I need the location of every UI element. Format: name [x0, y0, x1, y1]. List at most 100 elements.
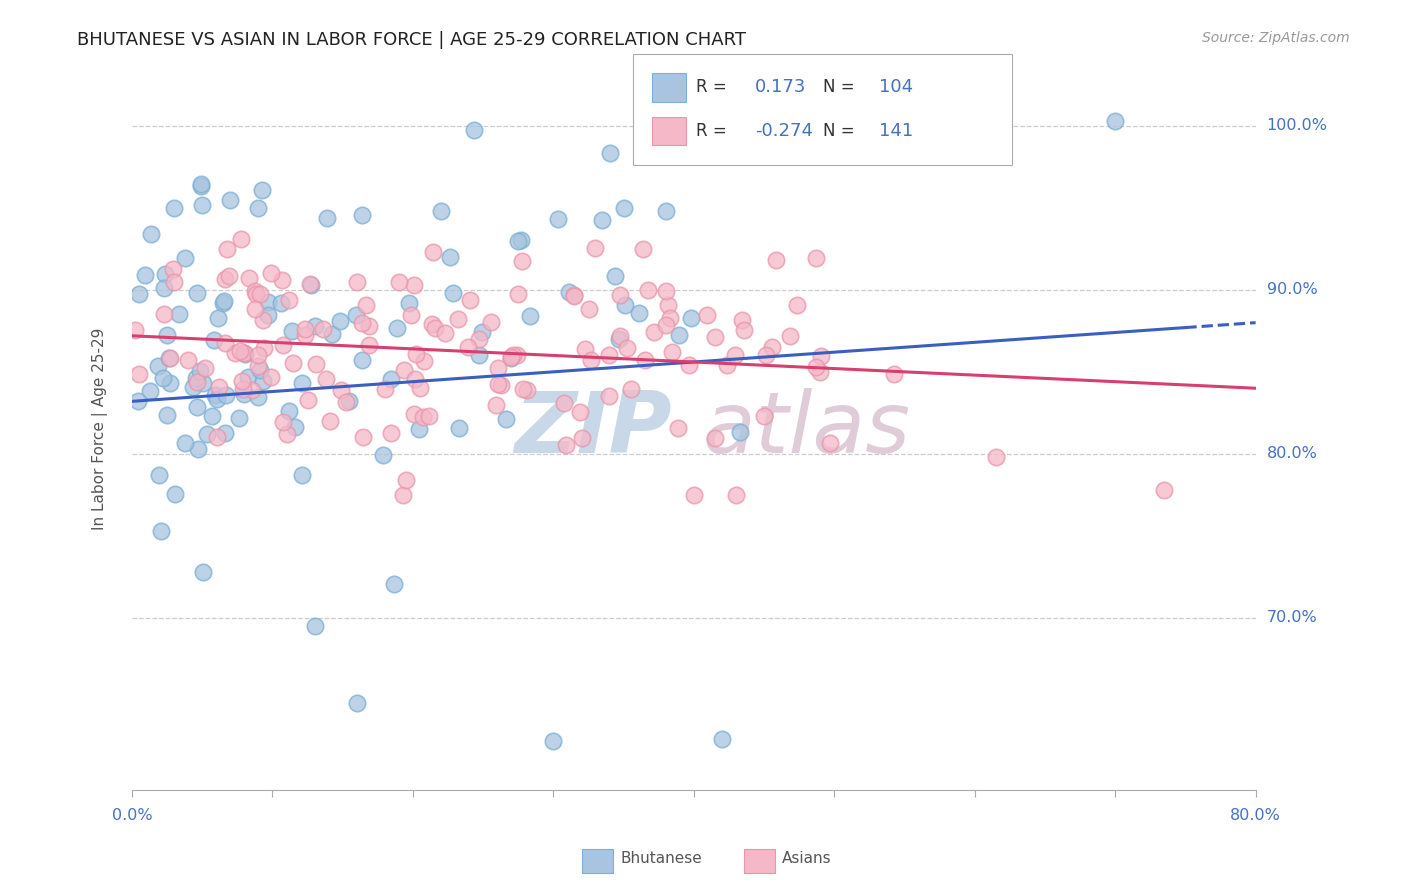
- Point: [294, 328, 316, 343]
- Point: [808, 365, 831, 379]
- Point: [402, 408, 425, 422]
- Point: [1104, 114, 1126, 128]
- Text: 0.0%: 0.0%: [111, 808, 152, 823]
- Point: [350, 353, 373, 368]
- Point: [399, 308, 422, 322]
- Point: [804, 360, 827, 375]
- Point: [247, 348, 270, 362]
- Point: [382, 577, 405, 591]
- Point: [337, 393, 360, 408]
- Point: [502, 348, 524, 362]
- Point: [270, 295, 292, 310]
- Point: [214, 271, 236, 285]
- Point: [124, 323, 146, 337]
- Point: [516, 384, 538, 398]
- Point: [205, 430, 228, 444]
- Point: [683, 488, 706, 502]
- Point: [724, 348, 747, 362]
- Point: [231, 232, 253, 246]
- Point: [252, 374, 274, 388]
- Point: [357, 338, 380, 352]
- Point: [250, 183, 273, 197]
- Point: [127, 394, 149, 409]
- Point: [218, 268, 240, 283]
- Point: [627, 306, 650, 320]
- Text: -0.274: -0.274: [755, 122, 813, 140]
- Point: [157, 351, 180, 366]
- Point: [620, 382, 643, 396]
- Point: [430, 204, 453, 219]
- Point: [558, 285, 581, 299]
- Point: [233, 345, 256, 359]
- Point: [149, 524, 172, 538]
- Point: [599, 145, 621, 160]
- Point: [486, 360, 509, 375]
- Point: [352, 316, 374, 330]
- Point: [181, 380, 204, 394]
- Point: [447, 420, 470, 434]
- Point: [246, 359, 269, 373]
- Point: [633, 242, 655, 256]
- Point: [553, 396, 575, 410]
- Point: [139, 384, 162, 399]
- Point: [153, 267, 176, 281]
- Point: [519, 309, 541, 323]
- Point: [346, 696, 368, 710]
- Point: [505, 348, 527, 362]
- Point: [204, 333, 226, 347]
- Point: [441, 285, 464, 300]
- Point: [195, 427, 218, 442]
- Point: [405, 347, 427, 361]
- Point: [163, 487, 186, 501]
- Point: [392, 488, 415, 502]
- Point: [277, 404, 299, 418]
- Text: BHUTANESE VS ASIAN IN LABOR FORCE | AGE 25-29 CORRELATION CHART: BHUTANESE VS ASIAN IN LABOR FORCE | AGE …: [77, 31, 747, 49]
- Point: [247, 201, 270, 215]
- Point: [156, 327, 179, 342]
- Point: [422, 244, 444, 259]
- Point: [167, 307, 190, 321]
- Point: [786, 297, 808, 311]
- Point: [249, 363, 271, 377]
- Point: [612, 201, 634, 215]
- Text: R =: R =: [696, 78, 733, 96]
- Point: [598, 348, 620, 362]
- Point: [488, 376, 510, 391]
- Point: [294, 322, 316, 336]
- Point: [243, 302, 266, 317]
- Point: [755, 348, 778, 362]
- Point: [271, 337, 294, 351]
- Point: [134, 268, 156, 282]
- Point: [510, 253, 533, 268]
- Point: [253, 341, 276, 355]
- Point: [986, 450, 1008, 464]
- Point: [395, 473, 418, 487]
- Text: R =: R =: [696, 122, 733, 140]
- Point: [299, 277, 322, 291]
- Point: [215, 387, 238, 401]
- Point: [668, 327, 690, 342]
- Text: 70.0%: 70.0%: [1267, 610, 1317, 625]
- Point: [510, 233, 533, 247]
- Point: [212, 295, 235, 310]
- Point: [704, 330, 727, 344]
- Point: [233, 347, 256, 361]
- Point: [224, 346, 246, 360]
- Point: [506, 234, 529, 248]
- Point: [716, 359, 738, 373]
- Point: [194, 361, 217, 376]
- Y-axis label: In Labor Force | Age 25-29: In Labor Force | Age 25-29: [93, 328, 108, 531]
- Text: 100.0%: 100.0%: [1267, 119, 1327, 134]
- Point: [304, 619, 326, 633]
- Point: [724, 488, 747, 502]
- Point: [579, 353, 602, 368]
- Point: [153, 280, 176, 294]
- Point: [191, 376, 214, 391]
- Point: [730, 313, 752, 327]
- Point: [657, 298, 679, 312]
- Point: [152, 306, 174, 320]
- Point: [257, 294, 280, 309]
- Point: [591, 212, 613, 227]
- Point: [271, 415, 294, 429]
- Point: [583, 241, 606, 255]
